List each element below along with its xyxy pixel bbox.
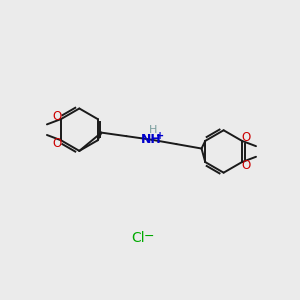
Text: O: O (52, 137, 62, 150)
Text: NH: NH (141, 133, 162, 146)
Text: +: + (156, 131, 164, 141)
Text: O: O (52, 110, 62, 123)
Text: H: H (149, 125, 157, 135)
Text: O: O (241, 158, 250, 172)
Text: Cl: Cl (131, 231, 145, 245)
Text: O: O (241, 131, 250, 144)
Text: −: − (144, 230, 154, 243)
